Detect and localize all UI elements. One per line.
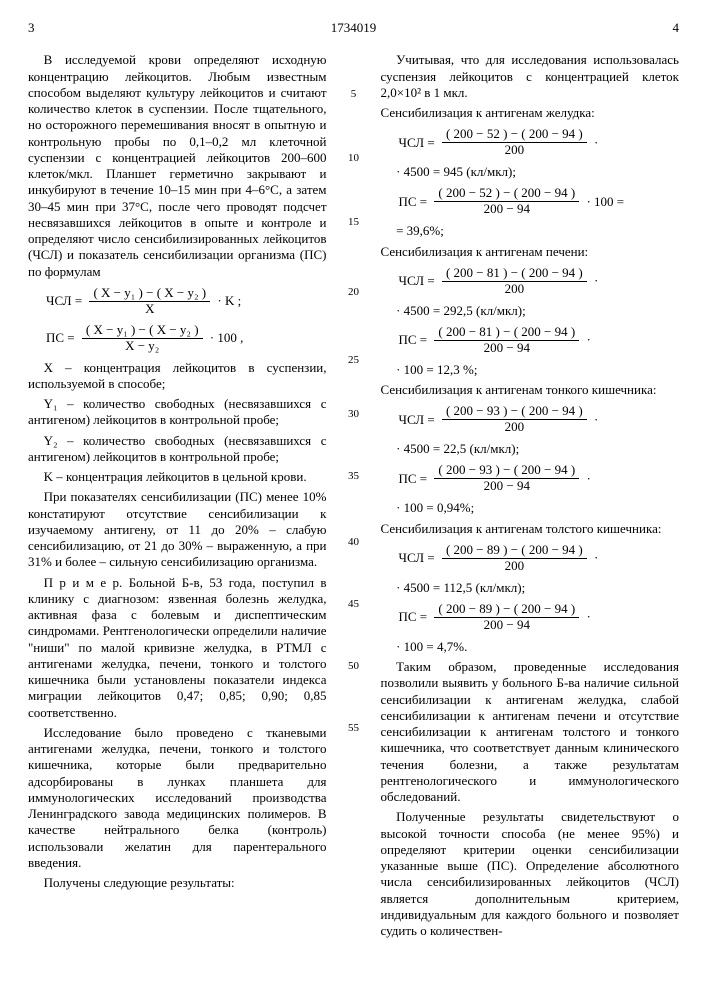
para-example: П р и м е р. Больной Б-в, 53 года, посту… xyxy=(28,575,327,721)
formula-chsl-liver: ЧСЛ = ( 200 − 81 ) − ( 200 − 94 ) 200 · xyxy=(399,266,680,297)
heading-liver: Сенсибилизация к антигенам печени: xyxy=(381,244,680,260)
line-num: 50 xyxy=(345,660,363,674)
result-chsl-large: · 4500 = 112,5 (кл/мкл); xyxy=(381,580,680,596)
patent-number: 1734019 xyxy=(158,20,549,36)
result-chsl-liver: · 4500 = 292,5 (кл/мкл); xyxy=(381,303,680,319)
formula-chsl-small: ЧСЛ = ( 200 − 93 ) − ( 200 − 94 ) 200 · xyxy=(399,404,680,435)
formula-label: ПС = xyxy=(46,330,75,346)
formula-denominator: X − y₂ xyxy=(82,339,203,354)
line-num: 25 xyxy=(345,354,363,368)
heading-small-intestine: Сенсибилизация к антигенам тонкого кишеч… xyxy=(381,382,680,398)
formula-numerator: ( 200 − 81 ) − ( 200 − 94 ) xyxy=(442,266,587,282)
formula-numerator: ( 200 − 81 ) − ( 200 − 94 ) xyxy=(434,325,579,341)
formula-numerator: ( 200 − 89 ) − ( 200 − 94 ) xyxy=(442,543,587,559)
formula-denominator: 200 xyxy=(442,282,587,297)
formula-numerator: ( X − y₁ ) − ( X − y₂ ) xyxy=(82,323,203,339)
formula-chsl-stomach: ЧСЛ = ( 200 − 52 ) − ( 200 − 94 ) 200 · xyxy=(399,127,680,158)
formula-label: ЧСЛ = xyxy=(399,135,435,151)
line-num: 35 xyxy=(345,470,363,484)
formula-denominator: 200 − 94 xyxy=(434,202,579,217)
two-column-body: В исследуемой крови определяют исходную … xyxy=(28,52,679,943)
line-num: 15 xyxy=(345,216,363,230)
formula-denominator: 200 xyxy=(442,420,587,435)
formula-denominator: 200 − 94 xyxy=(434,341,579,356)
line-num: 45 xyxy=(345,598,363,612)
result-ps-large: · 100 = 4,7%. xyxy=(381,639,680,655)
para-threshold: При показателях сенсибилизации (ПС) мене… xyxy=(28,489,327,570)
formula-tail: · xyxy=(594,135,598,151)
formula-numerator: ( 200 − 93 ) − ( 200 − 94 ) xyxy=(442,404,587,420)
formula-numerator: ( 200 − 93 ) − ( 200 − 94 ) xyxy=(434,463,579,479)
formula-chsl-large: ЧСЛ = ( 200 − 89 ) − ( 200 − 94 ) 200 · xyxy=(399,543,680,574)
result-ps-small: · 100 = 0,94%; xyxy=(381,500,680,516)
formula-ps-liver: ПС = ( 200 − 81 ) − ( 200 − 94 ) 200 − 9… xyxy=(399,325,680,356)
formula-ps-generic: ПС = ( X − y₁ ) − ( X − y₂ ) X − y₂ · 10… xyxy=(46,323,327,354)
para-conclusion-1: Таким образом, проведенные исследования … xyxy=(381,659,680,805)
def-k: K – концентрация лейкоцитов в цельной кр… xyxy=(28,469,327,485)
para-methods: Исследование было проведено с тканевыми … xyxy=(28,725,327,871)
page-num-right: 4 xyxy=(549,20,679,36)
heading-stomach: Сенсибилизация к антигенам желудка: xyxy=(381,105,680,121)
column-right: Учитывая, что для исследования использов… xyxy=(381,52,680,943)
formula-label: ПС = xyxy=(399,332,428,348)
formula-tail: · xyxy=(594,550,598,566)
page-header: 3 1734019 4 xyxy=(28,20,679,36)
formula-numerator: ( 200 − 89 ) − ( 200 − 94 ) xyxy=(434,602,579,618)
formula-label: ПС = xyxy=(399,609,428,625)
formula-denominator: 200 − 94 xyxy=(434,479,579,494)
formula-numerator: ( 200 − 52 ) − ( 200 − 94 ) xyxy=(442,127,587,143)
formula-label: ПС = xyxy=(399,194,428,210)
formula-tail: · xyxy=(594,273,598,289)
formula-denominator: 200 − 94 xyxy=(434,618,579,633)
para-context: Учитывая, что для исследования использов… xyxy=(381,52,680,101)
line-num: 10 xyxy=(345,152,363,166)
column-left: В исследуемой крови определяют исходную … xyxy=(28,52,327,943)
formula-label: ЧСЛ = xyxy=(399,412,435,428)
para-conclusion-2: Полученные результаты свидетельствуют о … xyxy=(381,809,680,939)
para-results-lead: Получены следующие результаты: xyxy=(28,875,327,891)
line-num: 40 xyxy=(345,536,363,550)
formula-tail: · xyxy=(586,609,590,625)
formula-tail: · 100 = xyxy=(586,194,624,210)
result-chsl-stomach: · 4500 = 945 (кл/мкл); xyxy=(381,164,680,180)
result-ps-stomach: = 39,6%; xyxy=(381,223,680,239)
page-num-left: 3 xyxy=(28,20,158,36)
formula-tail: · 100 , xyxy=(210,330,244,346)
formula-tail: · xyxy=(586,471,590,487)
formula-tail: · xyxy=(594,412,598,428)
formula-denominator: 200 xyxy=(442,559,587,574)
formula-tail: · K ; xyxy=(217,293,241,309)
line-num: 30 xyxy=(345,408,363,422)
formula-label: ПС = xyxy=(399,471,428,487)
formula-label: ЧСЛ = xyxy=(399,550,435,566)
line-num: 20 xyxy=(345,286,363,300)
formula-ps-large: ПС = ( 200 − 89 ) − ( 200 − 94 ) 200 − 9… xyxy=(399,602,680,633)
formula-ps-stomach: ПС = ( 200 − 52 ) − ( 200 − 94 ) 200 − 9… xyxy=(399,186,680,217)
result-chsl-small: · 4500 = 22,5 (кл/мкл); xyxy=(381,441,680,457)
formula-ps-small: ПС = ( 200 − 93 ) − ( 200 − 94 ) 200 − 9… xyxy=(399,463,680,494)
line-num: 5 xyxy=(345,88,363,102)
formula-numerator: ( X − y₁ ) − ( X − y₂ ) xyxy=(89,286,210,302)
line-number-gutter: 5 10 15 20 25 30 35 40 45 50 55 xyxy=(345,52,363,943)
formula-chsl-generic: ЧСЛ = ( X − y₁ ) − ( X − y₂ ) X · K ; xyxy=(46,286,327,317)
formula-label: ЧСЛ = xyxy=(46,293,82,309)
heading-large-intestine: Сенсибилизация к антигенам толстого кише… xyxy=(381,521,680,537)
def-y1: Y₁ – количество свободных (несвязавшихся… xyxy=(28,396,327,429)
formula-denominator: X xyxy=(89,302,210,317)
formula-label: ЧСЛ = xyxy=(399,273,435,289)
line-num: 55 xyxy=(345,722,363,736)
para-intro: В исследуемой крови определяют исходную … xyxy=(28,52,327,280)
formula-denominator: 200 xyxy=(442,143,587,158)
def-y2: Y₂ – количество свободных (несвязавшихся… xyxy=(28,433,327,466)
def-x: X – концентрация лейкоцитов в суспензии,… xyxy=(28,360,327,393)
formula-tail: · xyxy=(586,332,590,348)
result-ps-liver: · 100 = 12,3 %; xyxy=(381,362,680,378)
formula-numerator: ( 200 − 52 ) − ( 200 − 94 ) xyxy=(434,186,579,202)
